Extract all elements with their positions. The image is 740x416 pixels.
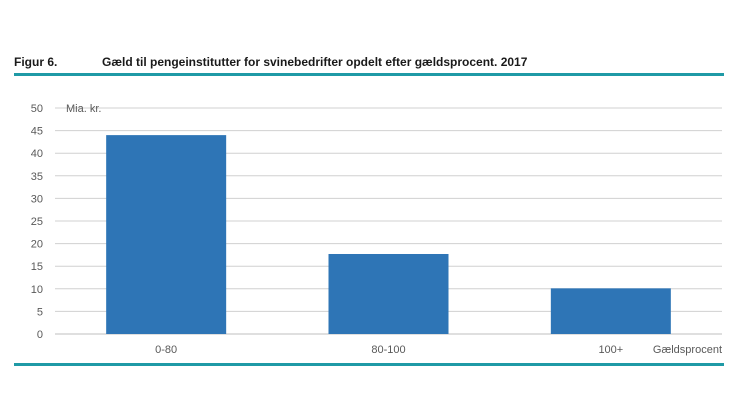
x-category-label: 80-100 [371, 344, 405, 356]
x-axis-categories: 0-80 80-100 100+ [155, 344, 623, 356]
y-axis-ticks: 0 5 10 15 20 25 30 35 40 45 50 [31, 103, 43, 341]
y-tick-label: 45 [31, 126, 43, 138]
bar-0-80 [106, 135, 227, 334]
bars [106, 135, 671, 334]
y-tick-label: 0 [37, 329, 43, 341]
bar-80-100 [328, 253, 449, 334]
top-divider [14, 73, 724, 76]
y-tick-label: 25 [31, 216, 43, 228]
x-category-label: 0-80 [155, 344, 177, 356]
y-tick-label: 40 [31, 148, 43, 160]
y-axis-unit-label: Mia. kr. [66, 103, 101, 115]
bar-100+ [550, 288, 671, 334]
y-tick-label: 50 [31, 103, 43, 115]
x-category-label: 100+ [598, 344, 623, 356]
y-tick-label: 30 [31, 193, 43, 205]
y-tick-label: 10 [31, 284, 43, 296]
figure-header: Figur 6. Gæld til pengeinstitutter for s… [14, 53, 724, 75]
bottom-divider [14, 363, 724, 366]
figure-title: Gæld til pengeinstitutter for svinebedri… [102, 55, 528, 69]
figure-number: Figur 6. [14, 55, 58, 69]
y-tick-label: 5 [37, 306, 43, 318]
y-tick-label: 20 [31, 239, 43, 251]
y-tick-label: 15 [31, 261, 43, 273]
x-axis-title: Gældsprocent [653, 344, 722, 356]
y-tick-label: 35 [31, 171, 43, 183]
